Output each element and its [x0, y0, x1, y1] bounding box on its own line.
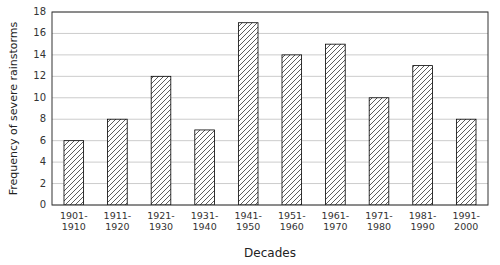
x-tick-label-line: 1911- — [104, 210, 132, 221]
y-tick-label: 2 — [40, 178, 46, 189]
y-tick-label: 4 — [40, 156, 46, 167]
x-tick-label-line: 1940 — [193, 221, 217, 232]
y-tick-label: 0 — [40, 199, 46, 210]
x-tick-label-line: 1901- — [60, 210, 88, 221]
x-tick-label: 1981-1990 — [409, 210, 437, 232]
bar — [108, 119, 128, 205]
x-tick-label-line: 1921- — [147, 210, 175, 221]
x-tick-label: 1941-1950 — [234, 210, 262, 232]
x-tick-label-line: 2000 — [454, 221, 478, 232]
y-tick-label: 10 — [33, 92, 46, 103]
y-tick-label: 6 — [40, 135, 46, 146]
y-tick-label: 12 — [33, 70, 46, 81]
x-tick-label-line: 1930 — [149, 221, 173, 232]
bar — [195, 130, 215, 205]
grid-line — [52, 33, 488, 34]
bar — [326, 44, 346, 205]
x-tick-label: 1931-1940 — [191, 210, 219, 232]
x-tick-label-line: 1971- — [365, 210, 393, 221]
x-tick-label-line: 1910 — [62, 221, 86, 232]
bar — [282, 55, 302, 205]
x-tick-label: 1921-1930 — [147, 210, 175, 232]
x-tick-label: 1961-1970 — [322, 210, 350, 232]
bar — [238, 23, 258, 205]
grid-line — [52, 54, 488, 55]
chart-container: 0246810121416181901-19101911-19201921-19… — [0, 0, 500, 265]
x-tick-label-line: 1970 — [323, 221, 347, 232]
x-tick-label-line: 1920 — [105, 221, 129, 232]
x-tick-label: 1951-1960 — [278, 210, 306, 232]
bar — [64, 141, 84, 205]
x-tick-label-line: 1981- — [409, 210, 437, 221]
plot-frame — [52, 12, 488, 205]
chart-svg: 0246810121416181901-19101911-19201921-19… — [0, 0, 500, 265]
x-tick-label-line: 1951- — [278, 210, 306, 221]
x-tick-label-line: 1990 — [411, 221, 435, 232]
x-tick-label-line: 1960 — [280, 221, 304, 232]
y-tick-label: 8 — [40, 113, 46, 124]
x-tick-labels: 1901-1910 1911-1920 1921-1930 1931-1940 1941… — [60, 210, 480, 232]
bars — [64, 23, 476, 205]
bar — [413, 66, 433, 205]
x-tick-label-line: 1931- — [191, 210, 219, 221]
x-tick-label-line: 1991- — [452, 210, 480, 221]
bar — [369, 98, 389, 205]
x-tick-label-line: 1950 — [236, 221, 260, 232]
x-tick-label: 1901-1910 — [60, 210, 88, 232]
x-tick-label: 1971-1980 — [365, 210, 393, 232]
y-tick-label: 16 — [33, 27, 46, 38]
y-axis-label: Frequency of severe rainstorms — [7, 21, 20, 195]
y-tick-label: 18 — [33, 6, 46, 17]
y-tick-label: 14 — [33, 49, 46, 60]
bar — [456, 119, 476, 205]
y-grid — [52, 12, 488, 205]
x-tick-label-line: 1961- — [322, 210, 350, 221]
x-tick-label-line: 1980 — [367, 221, 391, 232]
x-axis-label: Decades — [244, 246, 296, 260]
bar — [151, 76, 171, 205]
x-tick-label: 1911-1920 — [104, 210, 132, 232]
x-tick-label: 1991-2000 — [452, 210, 480, 232]
x-tick-label-line: 1941- — [234, 210, 262, 221]
y-tick-labels: 0 2 4 6 8 10 12 14 16 18 — [33, 6, 46, 210]
